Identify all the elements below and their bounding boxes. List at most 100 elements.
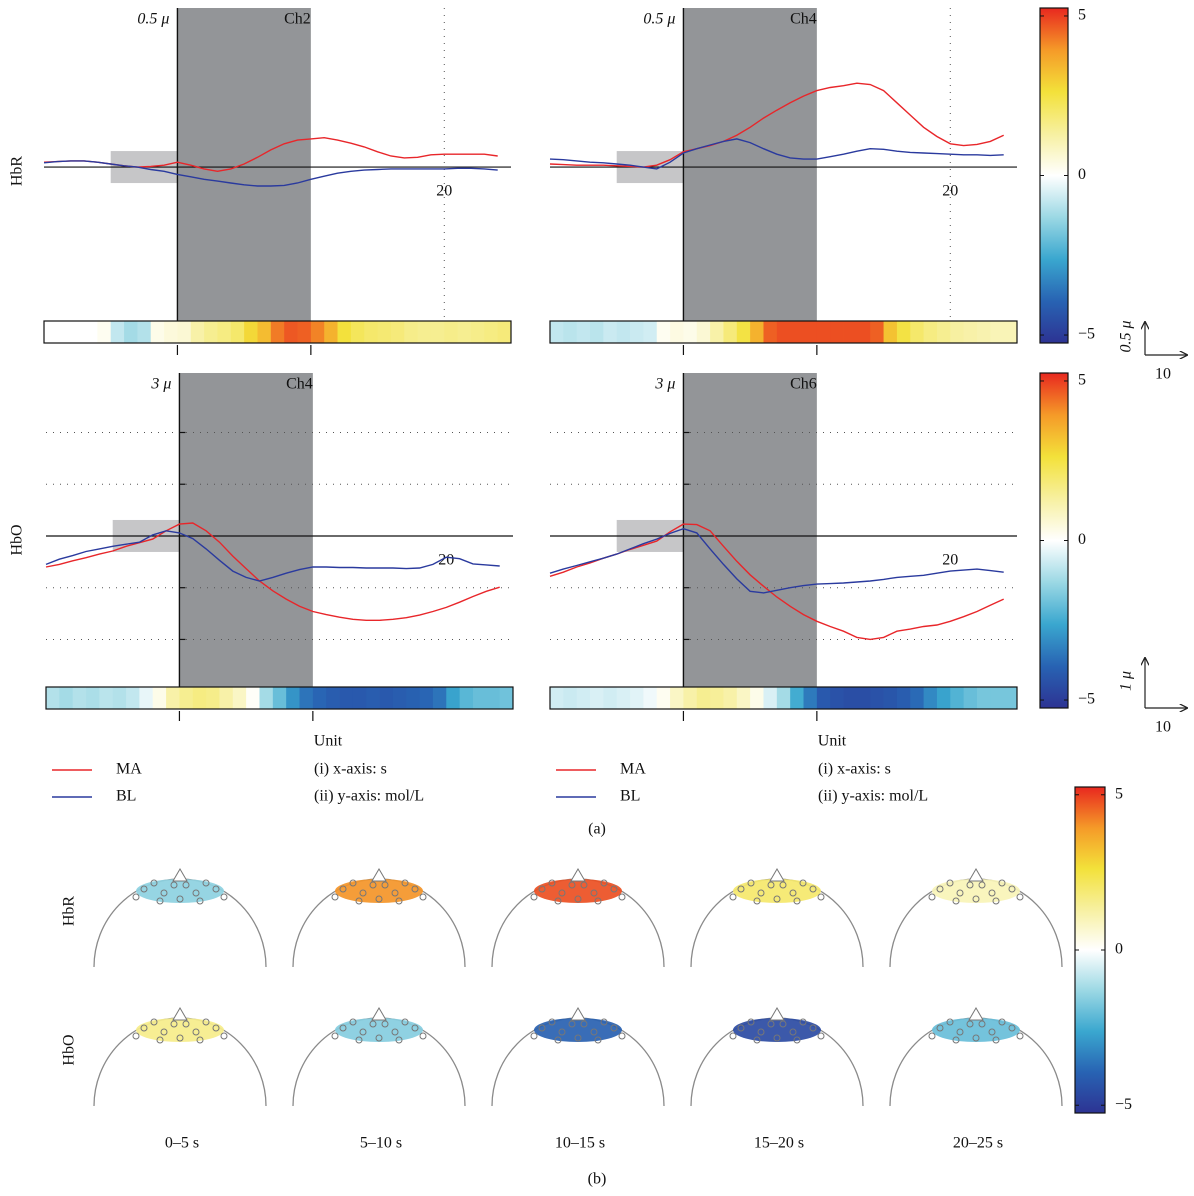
- nose-marker: [173, 869, 187, 881]
- strip-cell: [59, 687, 73, 709]
- strip-cell: [139, 687, 153, 709]
- scale-bar-x-label: 10: [1155, 366, 1171, 383]
- optode: [730, 894, 736, 900]
- strip-cell: [257, 321, 271, 343]
- strip-cell: [44, 321, 58, 343]
- strip-cell: [286, 687, 300, 709]
- strip-cell: [777, 687, 791, 709]
- strip-cell: [870, 321, 884, 343]
- strip-cell: [643, 687, 657, 709]
- nose-marker: [770, 1008, 784, 1020]
- row-label: HbO: [9, 524, 26, 555]
- strip-cell: [763, 687, 777, 709]
- strip-cell: [563, 687, 577, 709]
- strip-cell: [284, 321, 298, 343]
- optode: [619, 1033, 625, 1039]
- strip-cell: [111, 321, 125, 343]
- strip-cell: [697, 321, 711, 343]
- strip-cell: [393, 687, 407, 709]
- strip-cell: [484, 321, 498, 343]
- strip-cell: [897, 687, 911, 709]
- optode: [929, 894, 935, 900]
- strip-cell: [46, 687, 60, 709]
- strip-cell: [244, 321, 258, 343]
- strip-cell: [353, 687, 367, 709]
- x-tick-label: 20: [436, 183, 452, 200]
- strip-cell: [990, 687, 1004, 709]
- axis-note: (ii) y-axis: mol/L: [314, 788, 424, 805]
- activation-blob: [733, 879, 821, 903]
- nose-marker: [571, 1008, 585, 1020]
- optode: [221, 894, 227, 900]
- strip-cell: [500, 687, 514, 709]
- colorbar-label: 5: [1078, 7, 1086, 24]
- strip-cell: [364, 321, 378, 343]
- strip-cell: [950, 687, 964, 709]
- strip-cell: [844, 321, 858, 343]
- nose-marker: [969, 1008, 983, 1020]
- channel-title: Ch6: [790, 376, 817, 393]
- strip-cell: [471, 321, 485, 343]
- strip-cell: [790, 321, 804, 343]
- scale-label: 3 μ: [150, 376, 171, 393]
- strip-cell: [830, 687, 844, 709]
- strip-cell: [99, 687, 113, 709]
- strip-cell: [433, 687, 447, 709]
- colorbar: [1075, 787, 1105, 1113]
- strip-cell: [418, 321, 432, 343]
- colorbar: [1040, 373, 1068, 708]
- row-label: HbO: [61, 1034, 78, 1065]
- colorbar-label: 5: [1078, 372, 1086, 389]
- strip-cell: [338, 321, 352, 343]
- strip-cell: [577, 687, 591, 709]
- strip-cell: [750, 687, 764, 709]
- strip-cell: [884, 687, 898, 709]
- colorbar-label: 0: [1078, 166, 1086, 183]
- strip-cell: [937, 687, 951, 709]
- channel-title: Ch4: [286, 376, 313, 393]
- colorbar-label: 5: [1115, 785, 1123, 802]
- strip-cell: [937, 321, 951, 343]
- panel-label: (b): [588, 1171, 607, 1188]
- scale-label: 0.5 μ: [137, 11, 169, 28]
- strip-cell: [723, 321, 737, 343]
- strip-cell: [710, 321, 724, 343]
- strip-cell: [313, 687, 327, 709]
- strip-cell: [657, 687, 671, 709]
- strip-cell: [219, 687, 233, 709]
- activation-blob: [335, 879, 423, 903]
- strip-cell: [473, 687, 487, 709]
- activation-blob: [136, 879, 224, 903]
- strip-cell: [630, 687, 644, 709]
- strip-cell: [563, 321, 577, 343]
- optode: [730, 1033, 736, 1039]
- strip-cell: [378, 321, 392, 343]
- strip-cell: [750, 321, 764, 343]
- x-tick-label: 20: [942, 552, 958, 569]
- optode: [420, 894, 426, 900]
- strip-cell: [177, 321, 191, 343]
- colorbar: [1040, 8, 1068, 343]
- strip-cell: [380, 687, 394, 709]
- strip-cell: [710, 687, 724, 709]
- strip-cell: [137, 321, 151, 343]
- optode: [818, 894, 824, 900]
- optode: [133, 1033, 139, 1039]
- scale-bar-x-label: 10: [1155, 719, 1171, 736]
- stimulus-period: [683, 8, 816, 321]
- activation-blob: [932, 1018, 1020, 1042]
- colorbar-label: −5: [1078, 326, 1095, 343]
- activation-blob: [136, 1018, 224, 1042]
- strip-cell: [324, 321, 338, 343]
- strip-cell: [870, 687, 884, 709]
- strip-cell: [737, 321, 751, 343]
- strip-cell: [657, 321, 671, 343]
- strip-cell: [84, 321, 98, 343]
- strip-cell: [857, 687, 871, 709]
- strip-cell: [550, 687, 564, 709]
- colorbar-label: −5: [1078, 691, 1095, 708]
- strip-cell: [590, 321, 604, 343]
- strip-cell: [351, 321, 365, 343]
- legend-label: MA: [620, 761, 646, 778]
